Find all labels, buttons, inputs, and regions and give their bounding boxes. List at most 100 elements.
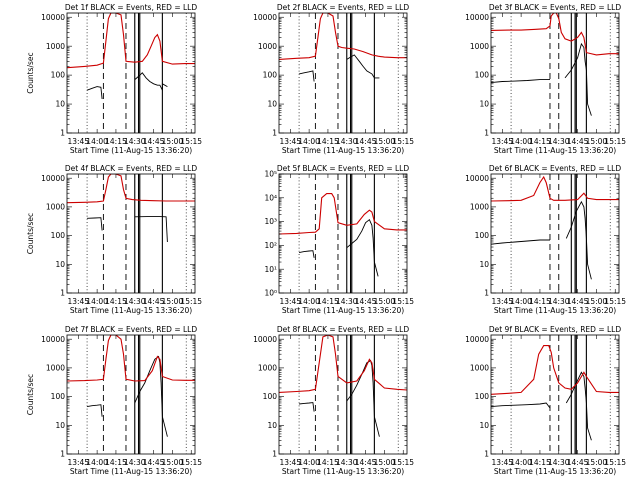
x-tick-label: 14:45 [355, 297, 377, 306]
x-tick-label: 15:15 [392, 137, 414, 146]
series-lld-line [279, 335, 407, 393]
panel-grid: 13:4514:0014:1514:3014:4515:0015:1511010… [26, 3, 626, 476]
x-tick-label: 13:45 [491, 297, 513, 306]
series-lld-line [491, 345, 619, 395]
y-tick-label: 100 [263, 392, 278, 401]
x-tick-label: 15:00 [586, 458, 608, 467]
y-tick-label: 100 [475, 231, 490, 240]
y-tick-label: 1000 [258, 42, 277, 51]
y-tick-label: 1 [484, 129, 489, 138]
x-tick-label: 14:15 [529, 137, 551, 146]
x-tick-label: 14:00 [86, 137, 108, 146]
y-tick-label: 100 [475, 392, 490, 401]
x-tick-label: 14:00 [510, 137, 532, 146]
series-events-line [87, 216, 168, 243]
series-events-line [299, 54, 380, 82]
x-tick-label: 15:00 [162, 458, 184, 467]
y-tick-label: 100 [263, 71, 278, 80]
y-tick-label: 100 [51, 231, 66, 240]
x-axis-label: Start Time (11-Aug-15 13:36:20) [494, 306, 616, 315]
x-tick-label: 15:15 [180, 458, 202, 467]
x-tick-label: 15:00 [374, 297, 396, 306]
x-tick-label: 14:00 [86, 297, 108, 306]
y-tick-label: 1 [272, 450, 277, 459]
x-tick-label: 14:00 [510, 297, 532, 306]
x-tick-label: 14:30 [548, 137, 570, 146]
panel-title: Det 3f BLACK = Events, RED = LLD [489, 3, 622, 12]
panel-title: Det 5f BLACK = Events, RED = LLD [277, 164, 410, 173]
y-tick-label: 1 [272, 129, 277, 138]
y-tick-label: 10000 [253, 335, 277, 344]
panel-title: Det 9f BLACK = Events, RED = LLD [489, 325, 622, 334]
y-tick-label: 10000 [41, 13, 65, 22]
x-tick-label: 14:00 [298, 137, 320, 146]
y-tick-label: 10 [55, 260, 65, 269]
y-tick-label: 1 [484, 289, 489, 298]
x-tick-label: 14:30 [336, 297, 358, 306]
panel-title: Det 8f BLACK = Events, RED = LLD [277, 325, 410, 334]
x-tick-label: 15:00 [162, 137, 184, 146]
x-tick-label: 14:15 [105, 137, 127, 146]
x-tick-label: 14:45 [355, 137, 377, 146]
x-tick-label: 13:45 [67, 137, 89, 146]
x-axis-label: Start Time (11-Aug-15 13:36:20) [282, 467, 404, 476]
x-tick-label: 13:45 [67, 297, 89, 306]
x-tick-label: 14:15 [529, 297, 551, 306]
series-events-line [491, 42, 592, 116]
x-axis-label: Start Time (11-Aug-15 13:36:20) [70, 146, 192, 155]
x-tick-label: 14:45 [567, 297, 589, 306]
y-tick-label: 1 [60, 129, 65, 138]
y-tick-label: 10 [479, 100, 489, 109]
x-tick-label: 14:45 [355, 458, 377, 467]
y-tick-label: 100 [51, 392, 66, 401]
x-tick-label: 14:00 [86, 458, 108, 467]
y-tick-label: 1000 [470, 202, 489, 211]
x-tick-label: 14:30 [124, 137, 146, 146]
x-tick-label: 14:15 [317, 458, 339, 467]
series-lld-line [67, 335, 195, 382]
series-events-line [491, 371, 592, 441]
y-tick-label: 1 [60, 450, 65, 459]
y-tick-label: 1000 [258, 363, 277, 372]
x-tick-label: 14:15 [317, 137, 339, 146]
x-tick-label: 15:15 [180, 297, 202, 306]
series-events-line [86, 72, 168, 100]
series-lld-line [491, 13, 619, 56]
x-tick-label: 14:45 [567, 137, 589, 146]
x-tick-label: 14:15 [317, 297, 339, 306]
y-tick-label: 10¹ [264, 265, 277, 274]
panel-title: Det 2f BLACK = Events, RED = LLD [277, 3, 410, 12]
plot-frame [490, 12, 620, 134]
y-tick-label: 10000 [41, 174, 65, 183]
series-lld-line [279, 193, 407, 235]
x-tick-label: 13:45 [279, 458, 301, 467]
x-axis-label: Start Time (11-Aug-15 13:36:20) [494, 467, 616, 476]
x-tick-label: 15:15 [392, 297, 414, 306]
series-lld-line [67, 13, 195, 69]
x-tick-label: 14:15 [105, 458, 127, 467]
y-tick-label: 10 [55, 100, 65, 109]
x-tick-label: 14:45 [143, 137, 165, 146]
y-tick-label: 1000 [46, 42, 65, 51]
plot-frame [278, 334, 408, 455]
series-lld-line [67, 174, 195, 204]
x-tick-label: 15:15 [604, 458, 626, 467]
x-tick-label: 14:30 [548, 458, 570, 467]
plot-frame [66, 334, 196, 455]
plot-frame [66, 12, 196, 134]
x-axis-label: Start Time (11-Aug-15 13:36:20) [70, 467, 192, 476]
x-tick-label: 15:00 [374, 137, 396, 146]
y-tick-label: 1000 [46, 202, 65, 211]
y-axis-label: Counts/sec [26, 52, 35, 93]
x-tick-label: 15:00 [586, 137, 608, 146]
plot-frame [66, 173, 196, 294]
y-tick-label: 10 [479, 421, 489, 430]
y-tick-label: 10 [479, 260, 489, 269]
x-tick-label: 13:45 [491, 458, 513, 467]
x-tick-label: 13:45 [491, 137, 513, 146]
x-axis-label: Start Time (11-Aug-15 13:36:20) [282, 146, 404, 155]
